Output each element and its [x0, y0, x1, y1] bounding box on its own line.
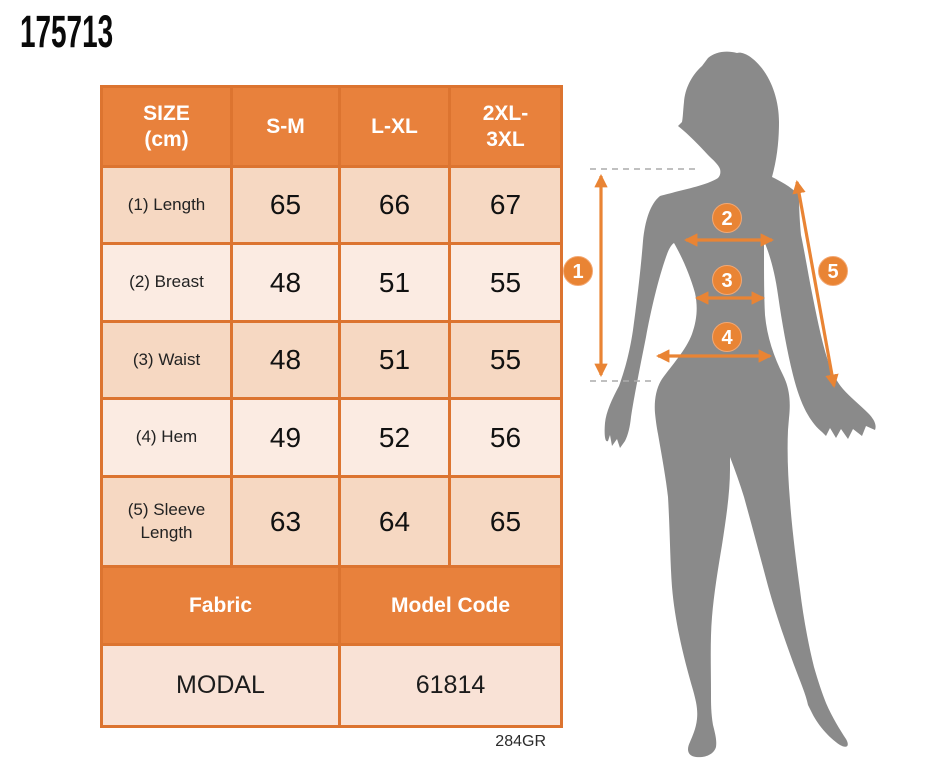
fabric-header: Fabric [100, 565, 341, 646]
size-value: 51 [338, 320, 451, 400]
table-row-breast: (2) Breast 48 51 55 [100, 242, 563, 323]
size-value: 48 [230, 242, 341, 323]
size-value: 64 [338, 475, 451, 568]
row-label: (1) Length [100, 165, 233, 245]
size-value: 67 [448, 165, 563, 245]
size-value: 65 [448, 475, 563, 568]
measurement-diagram: 1 2 3 4 5 [560, 45, 940, 765]
size-unit-header-label: SIZE (cm) [143, 102, 190, 151]
badge-3: 3 [712, 265, 742, 295]
row-label: (5) Sleeve Length [100, 475, 233, 568]
table-row-hem: (4) Hem 49 52 56 [100, 397, 563, 478]
badge-2-number: 2 [721, 208, 732, 230]
badge-1: 1 [563, 256, 593, 286]
badge-5-number: 5 [827, 261, 838, 283]
row-label: (4) Hem [100, 397, 233, 478]
row-label: (2) Breast [100, 242, 233, 323]
model-code-value: 61814 [338, 643, 563, 728]
table-row-length: (1) Length 65 66 67 [100, 165, 563, 245]
table-row-waist: (3) Waist 48 51 55 [100, 320, 563, 400]
size-value: 49 [230, 397, 341, 478]
size-table: SIZE (cm) S-M L-XL 2XL-3XL (1) Length 65… [100, 85, 563, 728]
fabric-value: MODAL [100, 643, 341, 728]
size-value: 56 [448, 397, 563, 478]
table-row-sleeve-length: (5) Sleeve Length 63 64 65 [100, 475, 563, 568]
product-code: 175713 [20, 6, 114, 57]
size-value: 55 [448, 242, 563, 323]
badge-4-number: 4 [721, 327, 733, 349]
badge-2: 2 [712, 203, 742, 233]
table-footer-header-row: Fabric Model Code [100, 565, 563, 646]
badge-1-number: 1 [572, 261, 583, 283]
size-col-s-m: S-M [230, 85, 341, 168]
size-value: 55 [448, 320, 563, 400]
size-col-2xl-3xl: 2XL-3XL [448, 85, 563, 168]
table-footer-value-row: MODAL 61814 [100, 643, 563, 728]
size-value: 52 [338, 397, 451, 478]
size-value: 48 [230, 320, 341, 400]
badge-5: 5 [818, 256, 848, 286]
woman-silhouette [604, 51, 876, 758]
sleeve-arrow [792, 180, 839, 388]
badge-3-number: 3 [721, 270, 732, 292]
size-value: 66 [338, 165, 451, 245]
size-col-l-xl: L-XL [338, 85, 451, 168]
row-label: (3) Waist [100, 320, 233, 400]
measurement-diagram-svg: 1 2 3 4 5 [563, 51, 876, 758]
size-table-header-row: SIZE (cm) S-M L-XL 2XL-3XL [100, 85, 563, 168]
badge-4: 4 [712, 322, 742, 352]
model-code-header: Model Code [338, 565, 563, 646]
size-value: 65 [230, 165, 341, 245]
size-unit-header: SIZE (cm) [100, 85, 233, 168]
size-value: 51 [338, 242, 451, 323]
weight-note: 284GR [495, 733, 546, 750]
size-value: 63 [230, 475, 341, 568]
